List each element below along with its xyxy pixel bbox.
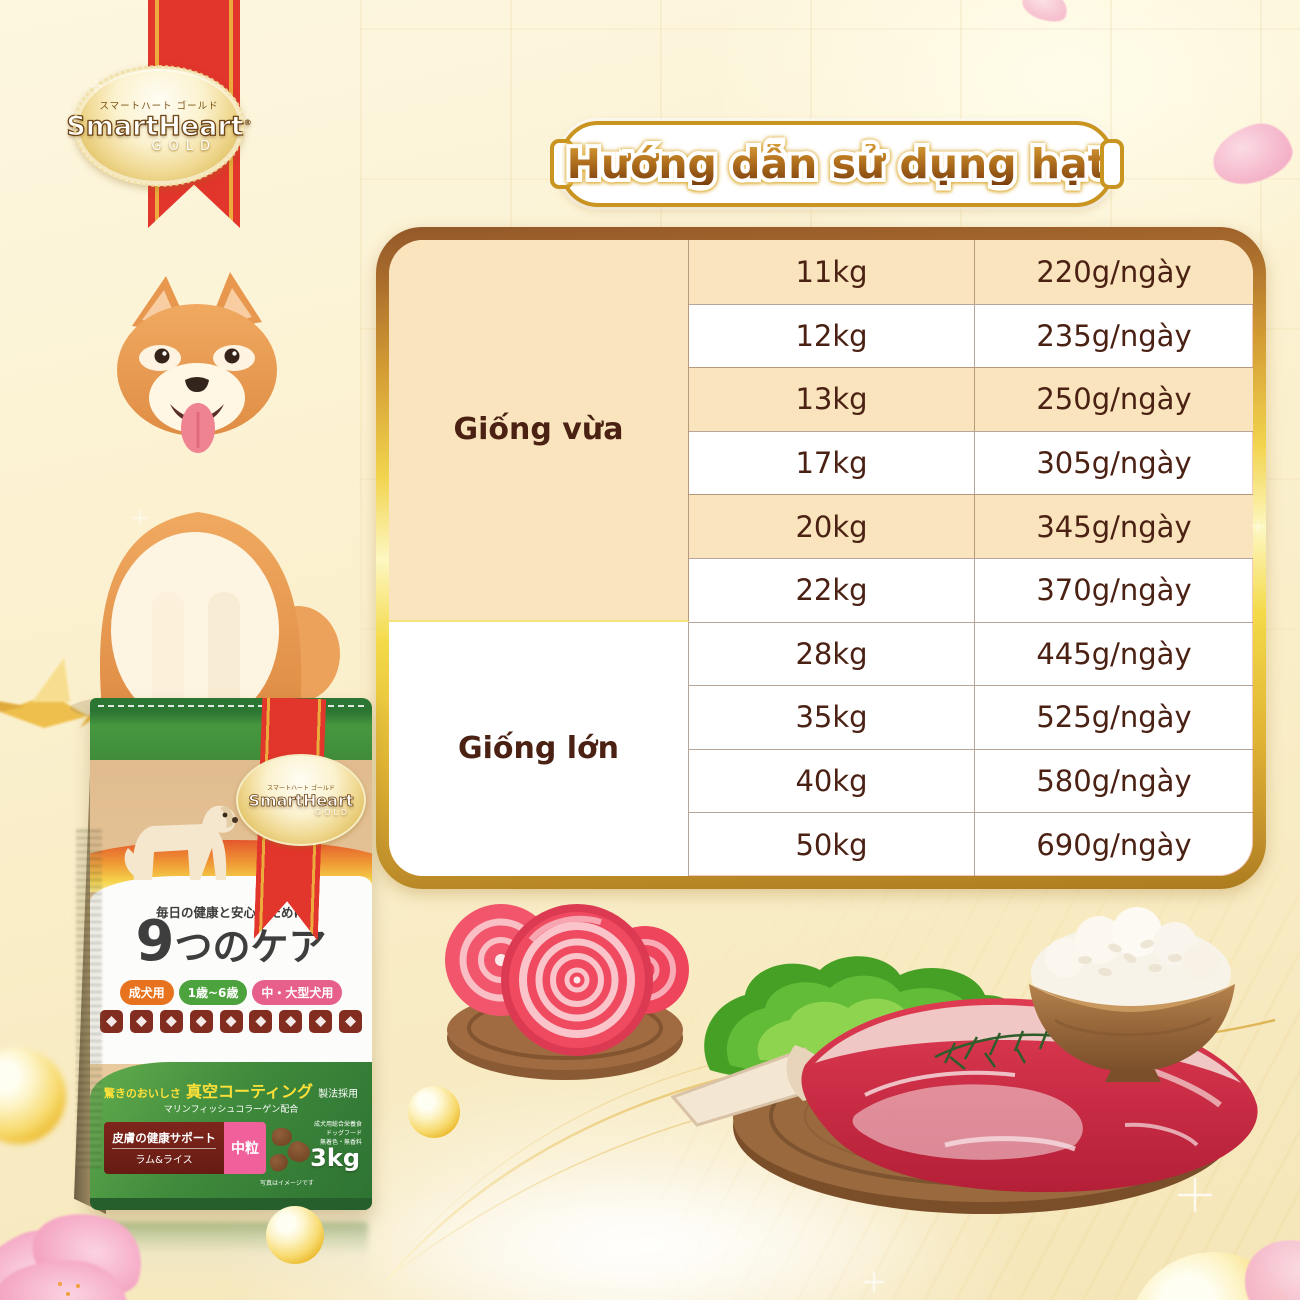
amount-cell: 690g/ngày (975, 812, 1253, 876)
feeding-table: Giống vừa Giống lớn 11kg 220g/ngày 12kg … (389, 240, 1253, 876)
care-icon (249, 1010, 273, 1033)
amount-cell: 580g/ngày (975, 748, 1253, 813)
care-icon (189, 1010, 213, 1033)
care-icon (219, 1010, 243, 1033)
package-badges: 成犬用 1歳~6歳 中・大型犬用 (90, 980, 372, 1005)
amount-cell: 445g/ngày (975, 621, 1253, 686)
sparkle (132, 510, 148, 526)
feature-box: 皮膚の健康サポート ラム&ライス (104, 1122, 224, 1174)
package-front: 毎日の健康と安心のために 9 つのケア 成犬用 1歳~6歳 中・大型犬用 (90, 698, 372, 1210)
kibble-piece (272, 1128, 292, 1146)
stamen-dot (58, 1282, 62, 1286)
amount-cell: 220g/ngày (975, 240, 1253, 304)
care-icons-row (100, 1010, 362, 1033)
care-icon (100, 1010, 123, 1033)
shiba-dog-photo (70, 272, 340, 722)
stamen-dot (76, 1284, 80, 1288)
care-icon (129, 1010, 153, 1033)
weight-cell: 17kg (689, 430, 975, 495)
breed-label-large: Giống lớn (389, 621, 689, 876)
weight-cell: 20kg (689, 494, 975, 558)
title-banner: Hướng dẫn sử dụng hạt Hướng dẫn sử dụng … (560, 121, 1114, 207)
product-package-photo: 毎日の健康と安心のために 9 つのケア 成犬用 1歳~6歳 中・大型犬用 (74, 698, 374, 1220)
package-green-panel: 驚きのおいしさ 真空コーティング 製法採用 マリンフィッシュコラーゲン配合 皮膚… (90, 1062, 372, 1210)
weight-cell: 22kg (689, 557, 975, 622)
gold-bokeh (266, 1206, 324, 1264)
registered-mark: ® (243, 117, 252, 127)
breed-label-medium: Giống vừa (389, 240, 689, 622)
beet-slices-photo (445, 904, 689, 1080)
amount-cell: 345g/ngày (975, 494, 1253, 558)
package-headline: 9 つのケア (135, 909, 327, 974)
care-icon (339, 1010, 362, 1033)
sparkle (1252, 520, 1264, 532)
weight-cell: 11kg (689, 240, 975, 304)
brand-tier: GOLD (151, 138, 217, 154)
package-top-strip (90, 698, 372, 760)
brand-name: SmartHeart® (66, 110, 252, 142)
care-icon (309, 1010, 333, 1033)
weight-cell: 50kg (689, 812, 975, 876)
weight-cell: 40kg (689, 748, 975, 813)
care-icon (279, 1010, 303, 1033)
photo-note: 写真はイメージです (260, 1180, 314, 1187)
badge-adult: 成犬用 (119, 980, 174, 1005)
package-logo: スマートハート ゴールド SmartHeart GOLD (236, 754, 366, 846)
care-icon (159, 1010, 183, 1033)
brand-jp-line: スマートハート ゴールド (99, 100, 219, 112)
coating-claim: 驚きのおいしさ 真空コーティング 製法採用 (103, 1082, 359, 1101)
food-type-lines: 成犬用総合栄養食 ドッグフード 無着色・無香料 (313, 1121, 362, 1146)
amount-cell: 305g/ngày (975, 430, 1253, 495)
package-white-panel: 毎日の健康と安心のために 9 つのケア 成犬用 1歳~6歳 中・大型犬用 (90, 876, 372, 1064)
side-panel-fine-print (76, 828, 102, 1168)
gold-bokeh (0, 1048, 66, 1144)
badge-age: 1歳~6歳 (178, 980, 248, 1005)
badge-size: 中・大型犬用 (252, 980, 343, 1005)
amount-cell: 235g/ngày (975, 303, 1253, 368)
weight-cell: 13kg (689, 367, 975, 431)
sparkle (864, 1272, 884, 1292)
weight-cell: 35kg (689, 685, 975, 749)
steak-photo (670, 998, 1258, 1193)
page-title: Hướng dẫn sử dụng hạt Hướng dẫn sử dụng … (563, 139, 1112, 188)
rice-bowl-photo (1029, 907, 1235, 1082)
weight-cell: 28kg (689, 621, 975, 686)
amount-cell: 370g/ngày (975, 557, 1253, 622)
collagen-claim: マリンフィッシュコラーゲン配合 (163, 1105, 299, 1115)
kibble-size-box: 中粒 (224, 1122, 266, 1174)
amount-cell: 525g/ngày (975, 685, 1253, 749)
brand-logo: スマートハート ゴールド SmartHeart® GOLD (66, 65, 252, 187)
weight-cell: 12kg (689, 303, 975, 368)
gold-bokeh (408, 1086, 460, 1138)
sparkle (1178, 1178, 1212, 1212)
amount-cell: 250g/ngày (975, 367, 1253, 431)
cherry-blossom (0, 1198, 206, 1300)
labrador-photo (124, 805, 238, 880)
sparkle (90, 80, 102, 92)
package-weight: 3kg (310, 1144, 360, 1172)
stamen-dot (66, 1292, 70, 1296)
feeding-table-frame: Giống vừa Giống lớn 11kg 220g/ngày 12kg … (376, 227, 1266, 889)
